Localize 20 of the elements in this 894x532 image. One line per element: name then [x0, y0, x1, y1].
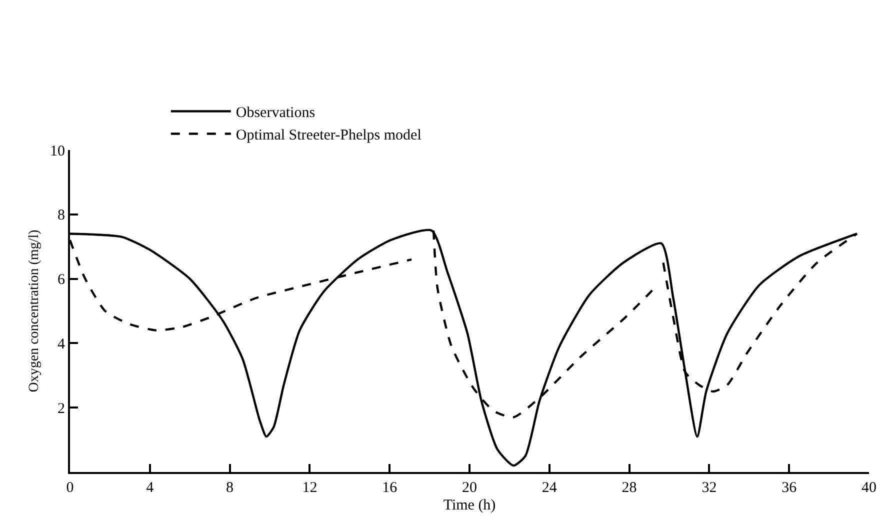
y-tick-label: 10: [50, 143, 65, 160]
legend-label: Optimal Streeter-Phelps model: [236, 128, 422, 144]
x-tick-label: 0: [66, 480, 74, 496]
legend-label: Observations: [236, 105, 316, 122]
y-tick-label: 2: [58, 400, 65, 417]
x-tick-label: 12: [302, 480, 318, 496]
y-tick-label: 6: [58, 272, 66, 288]
x-axis-title: Time (h): [443, 498, 496, 514]
y-tick-label: 4: [58, 336, 66, 352]
x-tick-label: 32: [702, 480, 717, 496]
x-tick-label: 8: [226, 480, 234, 496]
x-tick-label: 36: [782, 480, 798, 496]
x-tick-label: 28: [622, 480, 637, 496]
x-tick-label: 20: [462, 480, 477, 496]
x-tick-label: 40: [862, 480, 876, 496]
y-axis-title: Oxygen concentration (mg/l): [27, 229, 42, 392]
x-tick-label: 4: [146, 480, 154, 496]
x-tick-label: 24: [542, 480, 558, 496]
y-tick-label: 8: [58, 208, 65, 224]
x-tick-label: 16: [382, 480, 398, 496]
